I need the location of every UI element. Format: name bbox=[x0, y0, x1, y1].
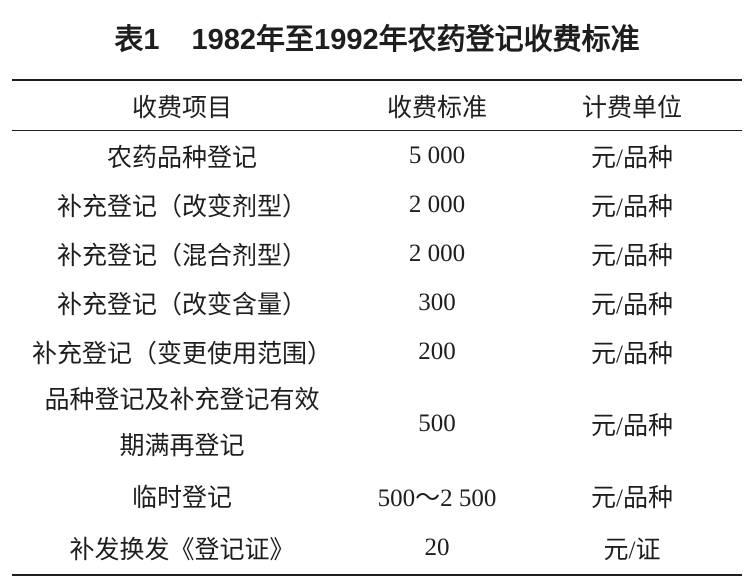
fee-item-cell: 补充登记（变更使用范围） bbox=[31, 340, 332, 368]
table-row: 补发换发《登记证》 20 元/证 bbox=[12, 521, 742, 574]
fee-unit-cell: 元/品种 bbox=[591, 242, 673, 270]
column-header-unit: 计费单位 bbox=[581, 94, 682, 122]
table-row: 补充登记（变更使用范围） 200 元/品种 bbox=[12, 327, 742, 376]
fee-amount-cell: 2 000 bbox=[408, 190, 466, 218]
fee-item-cell: 补充登记（改变剂型） bbox=[56, 193, 307, 221]
fee-unit-cell: 元/品种 bbox=[591, 412, 673, 440]
fee-item-cell: 补充登记（混合剂型） bbox=[56, 242, 307, 270]
fee-item-line: 品种登记及补充登记有效 bbox=[44, 386, 320, 414]
fee-item-line: 期满再登记 bbox=[119, 432, 245, 460]
table-header-row: 收费项目 收费标准 计费单位 bbox=[12, 81, 742, 131]
fee-amount-cell: 5 000 bbox=[408, 141, 466, 169]
fee-unit-cell: 元/品种 bbox=[591, 144, 673, 172]
fee-table: 收费项目 收费标准 计费单位 农药品种登记 5 000 元/品种 补充登记（改变… bbox=[12, 79, 742, 576]
fee-unit-cell: 元/品种 bbox=[591, 485, 673, 512]
fee-amount-cell: 500～2 500 bbox=[377, 485, 497, 512]
fee-item-cell: 补发换发《登记证》 bbox=[69, 536, 295, 564]
table-row: 补充登记（改变含量） 300 元/品种 bbox=[12, 278, 742, 327]
fee-item-cell: 补充登记（改变含量） bbox=[56, 291, 307, 319]
fee-amount-cell: 20 bbox=[424, 533, 450, 561]
table-number: 表1 bbox=[114, 24, 160, 56]
table-caption: 表1 1982年至1992年农药登记收费标准 bbox=[0, 22, 754, 58]
fee-amount-cell: 500 bbox=[418, 409, 456, 437]
table-row: 补充登记（混合剂型） 2 000 元/品种 bbox=[12, 229, 742, 278]
table-row: 农药品种登记 5 000 元/品种 bbox=[12, 131, 742, 180]
column-header-fee: 收费标准 bbox=[386, 94, 487, 122]
fee-unit-cell: 元/证 bbox=[603, 536, 661, 564]
fee-unit-cell: 元/品种 bbox=[591, 193, 673, 221]
fee-unit-cell: 元/品种 bbox=[591, 340, 673, 368]
fee-unit-cell: 元/品种 bbox=[591, 291, 673, 319]
fee-item-cell: 农药品种登记 bbox=[106, 144, 257, 172]
table-row: 补充登记（改变剂型） 2 000 元/品种 bbox=[12, 180, 742, 229]
column-header-item: 收费项目 bbox=[131, 94, 232, 122]
table-row: 临时登记 500～2 500 元/品种 bbox=[12, 471, 742, 521]
table-row: 品种登记及补充登记有效 期满再登记 500 元/品种 bbox=[12, 376, 742, 471]
fee-amount-cell: 300 bbox=[418, 288, 456, 316]
fee-amount-cell: 200 bbox=[418, 337, 456, 365]
fee-item-cell: 临时登记 bbox=[131, 485, 232, 512]
fee-amount-cell: 2 000 bbox=[408, 239, 466, 267]
fee-item-cell: 品种登记及补充登记有效 期满再登记 bbox=[12, 376, 352, 471]
table-title: 1982年至1992年农药登记收费标准 bbox=[191, 24, 640, 56]
